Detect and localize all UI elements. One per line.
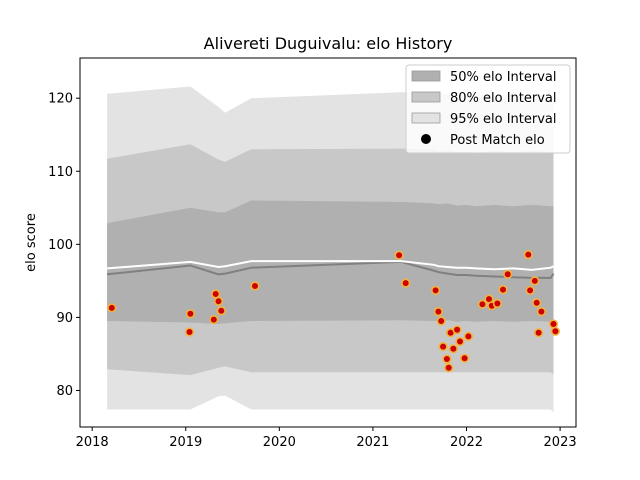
x-tick-label: 2019 bbox=[169, 435, 202, 450]
x-tick-label: 2023 bbox=[544, 435, 577, 450]
post-match-point bbox=[394, 250, 404, 260]
post-match-point bbox=[444, 363, 454, 373]
legend-swatch bbox=[411, 70, 441, 82]
legend-box bbox=[405, 64, 571, 154]
legend-swatch bbox=[411, 112, 441, 124]
post-match-point bbox=[498, 285, 508, 295]
legend-swatch bbox=[411, 91, 441, 103]
y-tick-label: 90 bbox=[56, 311, 73, 326]
post-match-point bbox=[250, 281, 260, 291]
plot-area bbox=[106, 86, 561, 413]
legend-label: 50% elo Interval bbox=[450, 70, 557, 85]
plot-frame bbox=[79, 57, 577, 428]
x-tick-label: 2022 bbox=[450, 435, 483, 450]
post-match-point bbox=[452, 325, 462, 335]
post-match-point bbox=[525, 285, 535, 296]
post-match-point bbox=[185, 309, 195, 319]
post-match-point bbox=[477, 299, 488, 309]
post-match-point bbox=[438, 342, 448, 352]
x-axis: 2018 2019 2020 2021 2022 2023 bbox=[76, 427, 577, 450]
post-match-point bbox=[216, 306, 226, 316]
post-match-point bbox=[213, 296, 224, 306]
y-axis-label: elo score bbox=[24, 213, 39, 272]
trend-lines bbox=[106, 260, 555, 279]
chart-title: Alivereti Duguivalu: elo History bbox=[204, 34, 453, 53]
post-match-point bbox=[503, 269, 513, 279]
post-match-point bbox=[184, 327, 195, 337]
post-match-point bbox=[533, 328, 544, 338]
mean-line bbox=[107, 260, 554, 271]
legend-label: 80% elo Interval bbox=[450, 91, 557, 106]
post-match-point bbox=[532, 298, 542, 308]
post-match-point bbox=[523, 250, 533, 260]
legend-marker bbox=[421, 134, 431, 144]
post-match-point bbox=[436, 316, 446, 326]
post-match-point bbox=[211, 289, 221, 299]
post-match-point bbox=[463, 331, 474, 342]
legend: 50% elo Interval 80% elo Interval 95% elo … bbox=[405, 64, 571, 154]
post-match-point bbox=[530, 276, 540, 286]
post-match-point bbox=[433, 307, 444, 317]
post-match-point bbox=[448, 344, 459, 354]
post-match-point bbox=[107, 303, 117, 313]
y-tick-label: 80 bbox=[56, 384, 73, 399]
post-match-point bbox=[442, 354, 452, 364]
legend-label: Post Match elo bbox=[450, 133, 545, 148]
y-tick-label: 100 bbox=[48, 238, 73, 253]
median-line bbox=[106, 260, 555, 279]
y-axis: 80 90 100 110 120 bbox=[48, 92, 80, 399]
x-tick-label: 2018 bbox=[76, 435, 109, 450]
post-match-point bbox=[460, 353, 470, 363]
post-match-point bbox=[536, 307, 547, 317]
post-match-point bbox=[401, 278, 411, 288]
x-tick-label: 2021 bbox=[356, 435, 389, 450]
post-match-point bbox=[209, 315, 219, 325]
post-match-point bbox=[492, 298, 503, 309]
y-tick-label: 120 bbox=[48, 92, 73, 107]
post-match-point bbox=[548, 319, 559, 329]
x-tick-label: 2020 bbox=[263, 435, 296, 450]
y-tick-label: 110 bbox=[48, 165, 73, 180]
post-match-point bbox=[431, 285, 441, 296]
legend-label: 95% elo Interval bbox=[450, 112, 557, 127]
post-match-point bbox=[550, 326, 561, 336]
post-match-point bbox=[455, 336, 465, 347]
post-match-points bbox=[107, 250, 561, 373]
